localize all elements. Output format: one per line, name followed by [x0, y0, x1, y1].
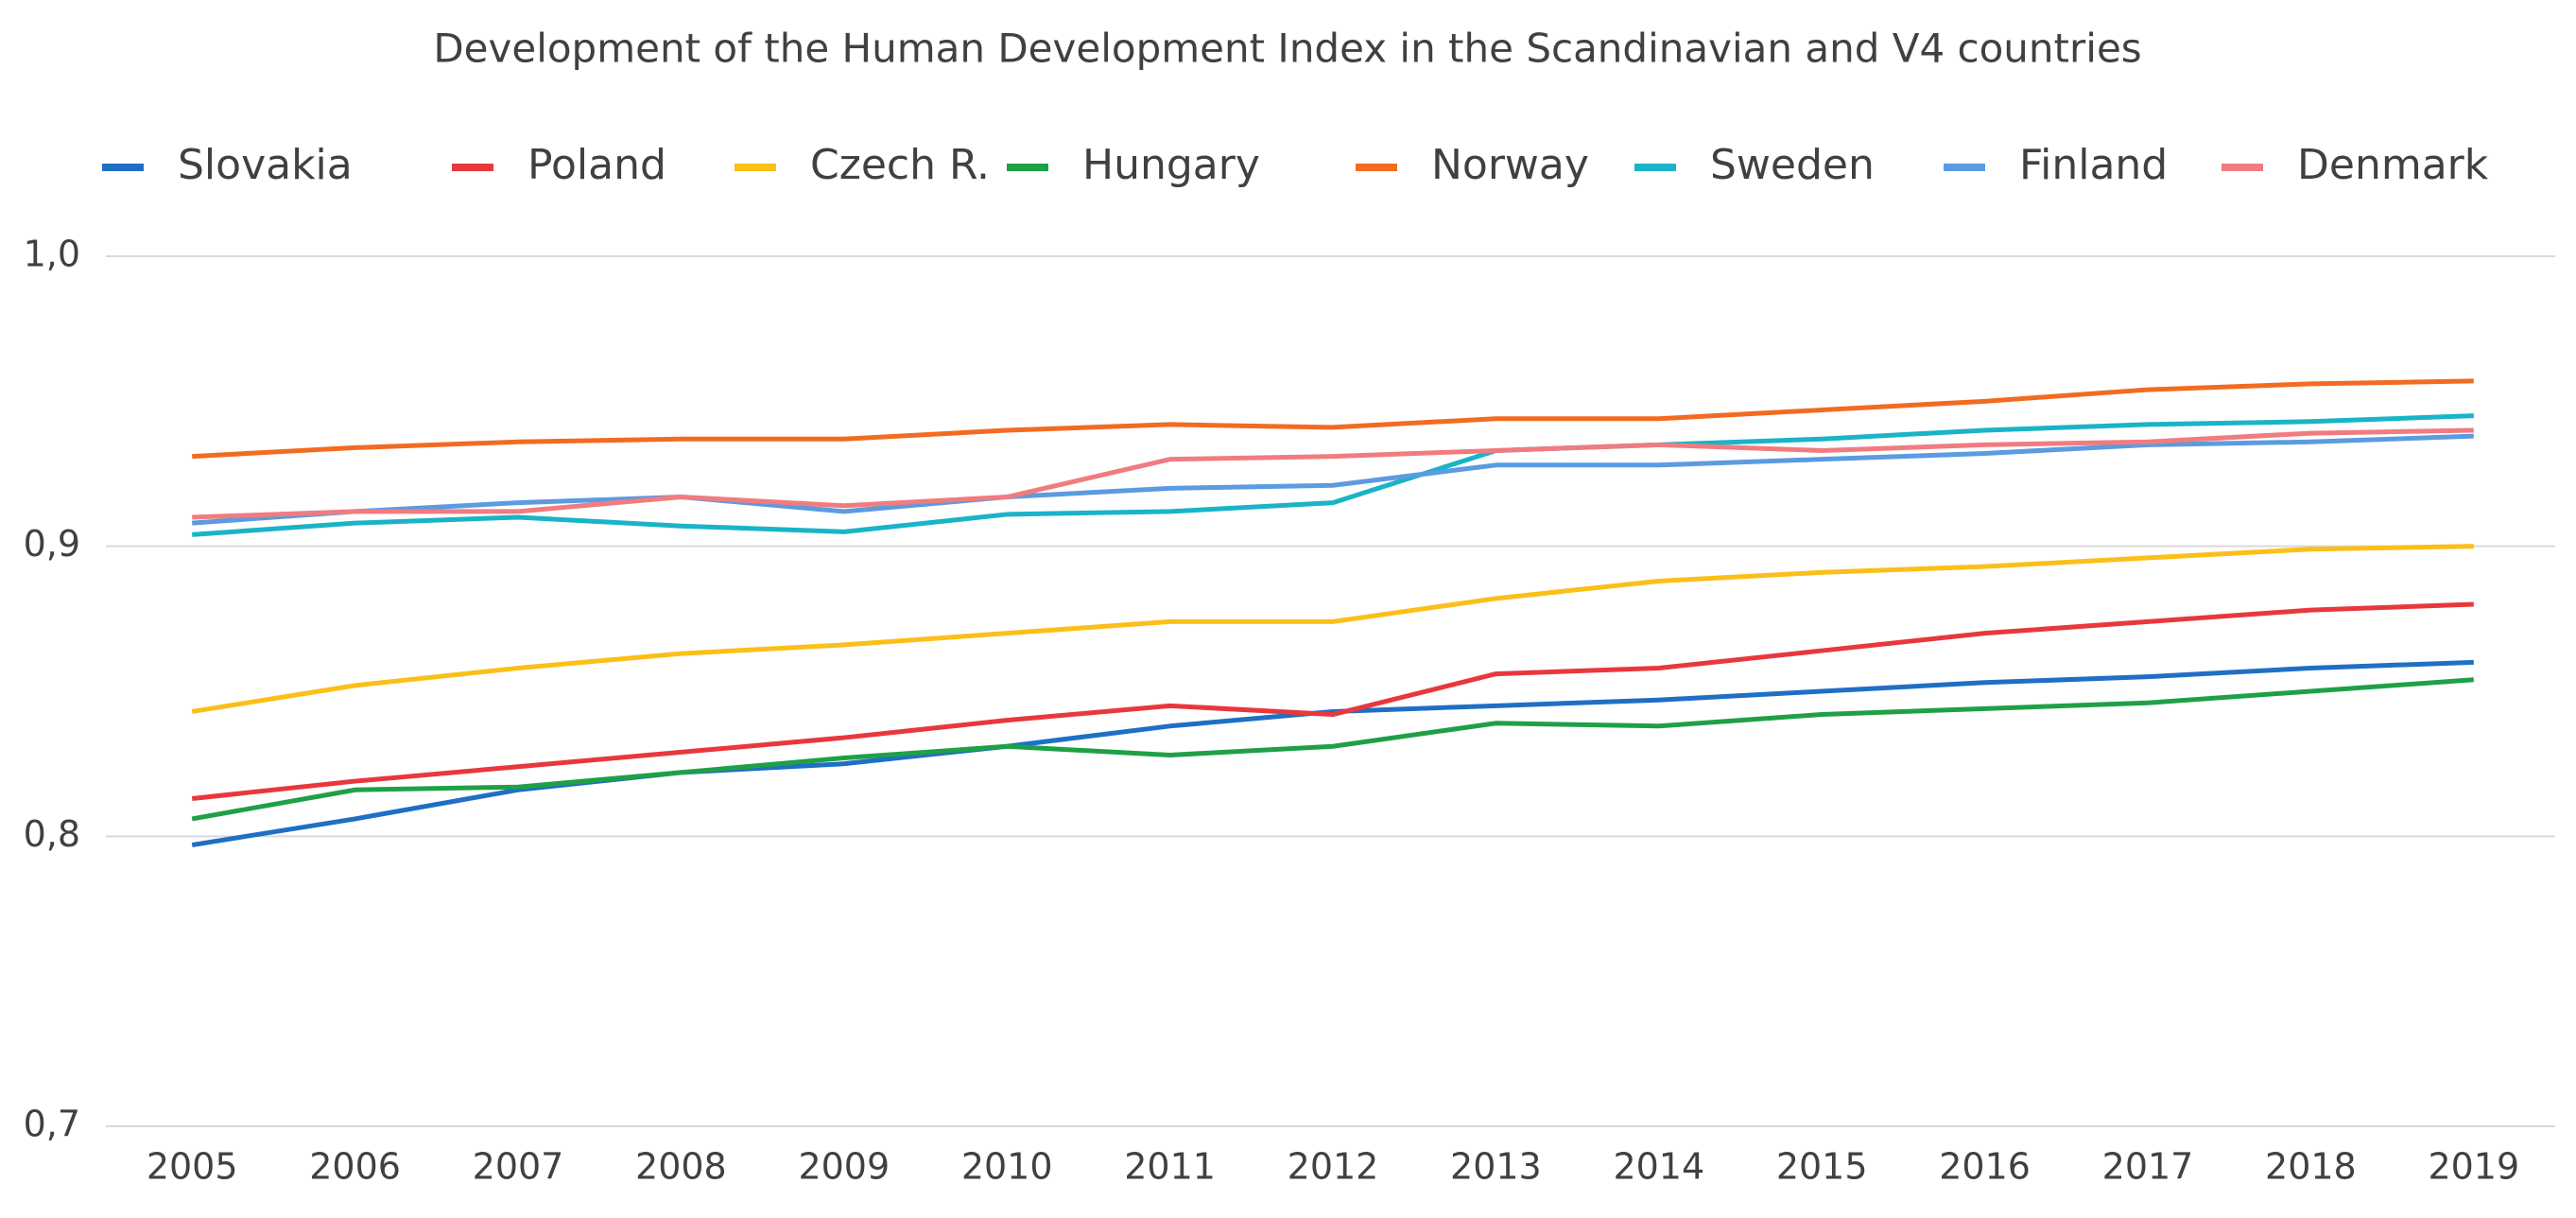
- series-line: [191, 544, 2474, 714]
- y-tick-label: 0,8: [24, 813, 80, 855]
- x-tick-label: 2018: [2265, 1146, 2357, 1188]
- x-tick-label: 2007: [473, 1146, 564, 1188]
- series-line: [192, 413, 2474, 537]
- legend-label: Czech R.: [810, 141, 990, 189]
- x-tick-label: 2014: [1613, 1146, 1704, 1188]
- series-line: [192, 378, 2474, 460]
- chart-title: Development of the Human Development Ind…: [433, 26, 2141, 72]
- y-tick-label: 0,9: [24, 523, 80, 565]
- series-line: [191, 601, 2474, 801]
- legend-label: Sweden: [1710, 141, 1875, 189]
- x-tick-label: 2006: [309, 1146, 401, 1188]
- x-tick-label: 2017: [2102, 1146, 2194, 1188]
- y-tick-label: 0,7: [24, 1104, 80, 1145]
- x-tick-label: 2008: [635, 1146, 727, 1188]
- series-line: [192, 433, 2474, 526]
- series-line: [191, 677, 2474, 822]
- x-tick-label: 2009: [798, 1146, 890, 1188]
- x-tick-label: 2012: [1288, 1146, 1379, 1188]
- legend-label: Hungary: [1082, 141, 1260, 189]
- legend-label: Denmark: [2297, 141, 2489, 189]
- x-tick-label: 2013: [1450, 1146, 1542, 1188]
- y-tick-label: 1,0: [24, 234, 80, 275]
- series-line: [192, 427, 2474, 520]
- legend-label: Norway: [1431, 141, 1589, 189]
- legend-label: Slovakia: [178, 141, 353, 189]
- x-tick-label: 2010: [961, 1146, 1053, 1188]
- legend-label: Poland: [527, 141, 666, 189]
- legend-label: Finland: [2019, 141, 2168, 189]
- x-tick-label: 2015: [1776, 1146, 1868, 1188]
- x-tick-label: 2016: [1939, 1146, 2031, 1188]
- x-tick-label: 2019: [2428, 1146, 2519, 1188]
- x-tick-label: 2005: [147, 1146, 238, 1188]
- x-tick-label: 2011: [1124, 1146, 1216, 1188]
